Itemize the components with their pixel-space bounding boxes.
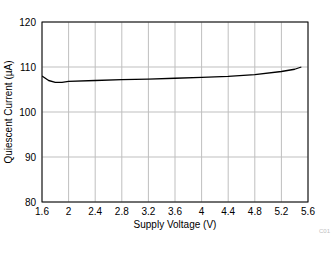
tick-label: 4.4 xyxy=(221,206,235,217)
tick-label: 1.6 xyxy=(35,206,49,217)
y-axis-label: Quiescent Current (µA) xyxy=(3,60,14,163)
tick-label: 3.6 xyxy=(168,206,182,217)
grid-line xyxy=(42,67,308,68)
tick-label: 80 xyxy=(25,197,37,208)
tick-label: 2.8 xyxy=(115,206,129,217)
tick-label: 2.4 xyxy=(88,206,102,217)
tick-label: 4.8 xyxy=(248,206,262,217)
tick-label: 5.6 xyxy=(301,206,315,217)
grid-line xyxy=(42,157,308,158)
data-group xyxy=(42,67,301,82)
data-line xyxy=(42,67,301,82)
tick-label: 3.2 xyxy=(141,206,155,217)
tick-label: 2 xyxy=(66,206,72,217)
annotation: C01 xyxy=(319,228,331,234)
plot-area xyxy=(42,22,308,202)
tick-label: 110 xyxy=(20,62,36,73)
chart: 1.6 2 2.4 2.8 3.2 3.6 4 4.4 4.8 5.2 5.6 80 90 100 110 1… xyxy=(0,0,335,254)
grid-line xyxy=(42,112,308,113)
x-axis-label: Supply Voltage (V) xyxy=(134,219,217,230)
tick-label: 120 xyxy=(19,17,36,28)
tick-label: 5.2 xyxy=(274,206,288,217)
tick-label: 4 xyxy=(199,206,205,217)
tick-label: 100 xyxy=(19,107,36,118)
plot-frame xyxy=(42,22,308,202)
tick-label: 90 xyxy=(25,152,37,163)
